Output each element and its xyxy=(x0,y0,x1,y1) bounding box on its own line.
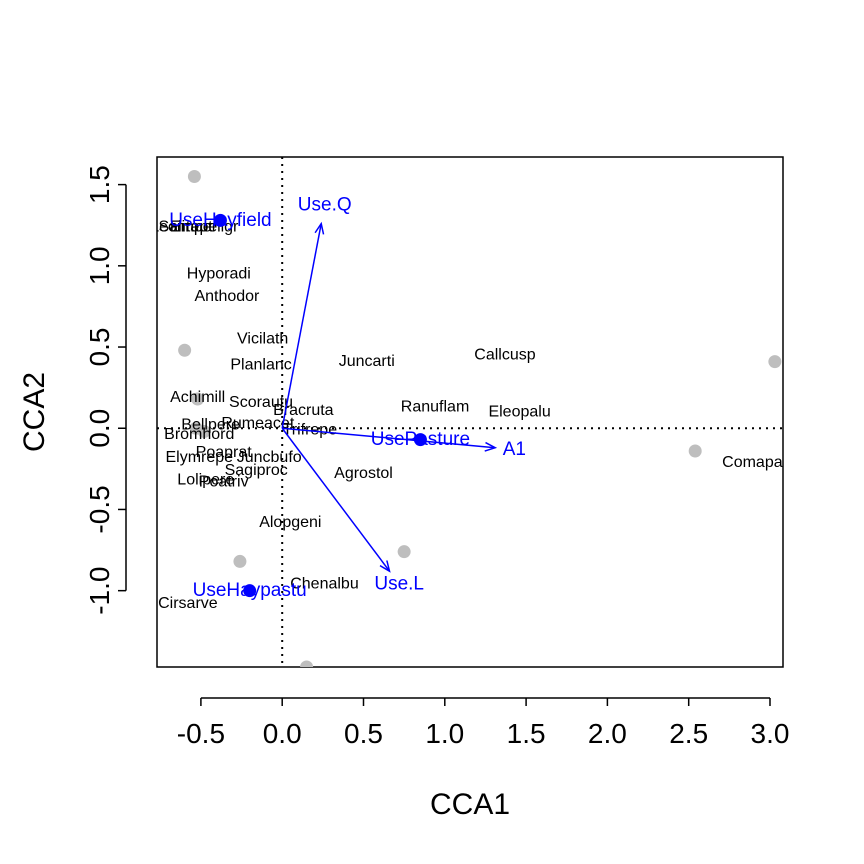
site-point xyxy=(197,424,211,438)
x-tick-label: 2.0 xyxy=(588,718,627,749)
centroid-label: UseHaypastu xyxy=(193,580,307,601)
species-label: Salirepe xyxy=(159,218,218,235)
species-label: Rumeacet xyxy=(221,415,294,432)
biplot-arrows: Use.Q A1 Use.L xyxy=(281,195,526,595)
centroid-point xyxy=(213,213,227,227)
species-label: Hyporadi xyxy=(187,265,251,282)
species-label: Callcusp xyxy=(474,347,535,364)
species-label: Juncarti xyxy=(339,353,395,370)
species-label: Scorautu xyxy=(229,394,293,411)
biplot-label: Use.L xyxy=(374,574,424,595)
x-axis-title: CCA1 xyxy=(430,788,510,821)
species-label: Eleopalu xyxy=(488,404,550,421)
species-label: Poatriv xyxy=(199,473,249,490)
biplot-arrowhead xyxy=(379,560,391,573)
species-labels: Hyporadi Anthodor Vicilath Planlanc Juncarti… xyxy=(150,218,795,612)
biplot-arrow xyxy=(281,427,391,572)
x-axis-ticks: -0.5 0.0 0.5 1.0 1.5 2.0 2.5 3.0 xyxy=(177,698,790,749)
site-points xyxy=(178,169,782,667)
site-point xyxy=(300,660,314,667)
species-label: Poaprat xyxy=(196,444,253,461)
biplot-arrowhead xyxy=(484,441,498,452)
y-axis-ticks: -1.0 -0.5 0.0 0.5 1.0 1.5 xyxy=(84,165,126,615)
centroid-label: UsePasture xyxy=(371,429,470,450)
species-label: Leontaut xyxy=(150,218,213,235)
x-tick-label: 3.0 xyxy=(751,718,790,749)
y-tick-label: -1.0 xyxy=(84,567,115,615)
biplot-arrow xyxy=(281,223,322,429)
x-tick-label: 2.5 xyxy=(669,718,708,749)
x-tick-label: 1.5 xyxy=(507,718,546,749)
species-label: Lolipere xyxy=(177,472,234,489)
site-point xyxy=(178,343,192,357)
species-label: Bromhord xyxy=(164,426,234,443)
species-label: Bracruta xyxy=(273,402,334,419)
biplot-label: A1 xyxy=(503,439,526,460)
y-axis-title: CCA2 xyxy=(18,372,51,452)
species-label: Trifrepe xyxy=(283,421,338,438)
site-point xyxy=(688,444,702,458)
factor-centroids: UseHayfield UsePasture UseHaypastu xyxy=(169,210,470,601)
y-tick-label: 0.0 xyxy=(84,409,115,448)
y-tick-label: -0.5 xyxy=(84,485,115,533)
site-point xyxy=(768,355,782,369)
species-label: Elymrepe xyxy=(165,449,233,466)
axes-layer: -0.5 0.0 0.5 1.0 1.5 2.0 2.5 3.0 -1.0 -0.5 0.0 0.5… xyxy=(84,165,789,749)
biplot-arrowhead xyxy=(314,221,325,235)
species-label: Achimill xyxy=(170,389,225,406)
site-point xyxy=(191,392,205,406)
species-label: Comapalu xyxy=(722,454,795,471)
centroid-point xyxy=(413,433,427,447)
species-label: Agrostol xyxy=(334,465,393,482)
species-label: Alopgeni xyxy=(259,514,321,531)
y-tick-label: 1.0 xyxy=(84,246,115,285)
site-point xyxy=(187,169,201,183)
species-label: Bellpere xyxy=(181,416,240,433)
species-label: Sagiproc xyxy=(225,462,288,479)
y-tick-label: 1.5 xyxy=(84,165,115,204)
x-tick-label: 0.0 xyxy=(263,718,302,749)
site-point xyxy=(397,545,411,559)
species-label: Anthodor xyxy=(194,288,260,305)
centroid-point xyxy=(243,584,257,598)
plot-frame xyxy=(156,156,784,668)
species-label: Vicilath xyxy=(237,330,288,347)
species-label: Juncbufo xyxy=(237,449,302,466)
biplot-arrow xyxy=(282,427,496,449)
species-label: Planlanc xyxy=(230,356,291,373)
centroid-label: UseHayfield xyxy=(169,210,271,231)
x-tick-label: -0.5 xyxy=(177,718,225,749)
y-tick-label: 0.5 xyxy=(84,328,115,367)
species-label: Chenalbu xyxy=(290,576,359,593)
biplot-label: Use.Q xyxy=(298,195,352,216)
species-label: Ranuflam xyxy=(401,399,469,416)
species-label: Cirsarve xyxy=(158,595,218,612)
x-tick-label: 1.0 xyxy=(425,718,464,749)
site-point xyxy=(233,554,247,568)
x-tick-label: 0.5 xyxy=(344,718,383,749)
